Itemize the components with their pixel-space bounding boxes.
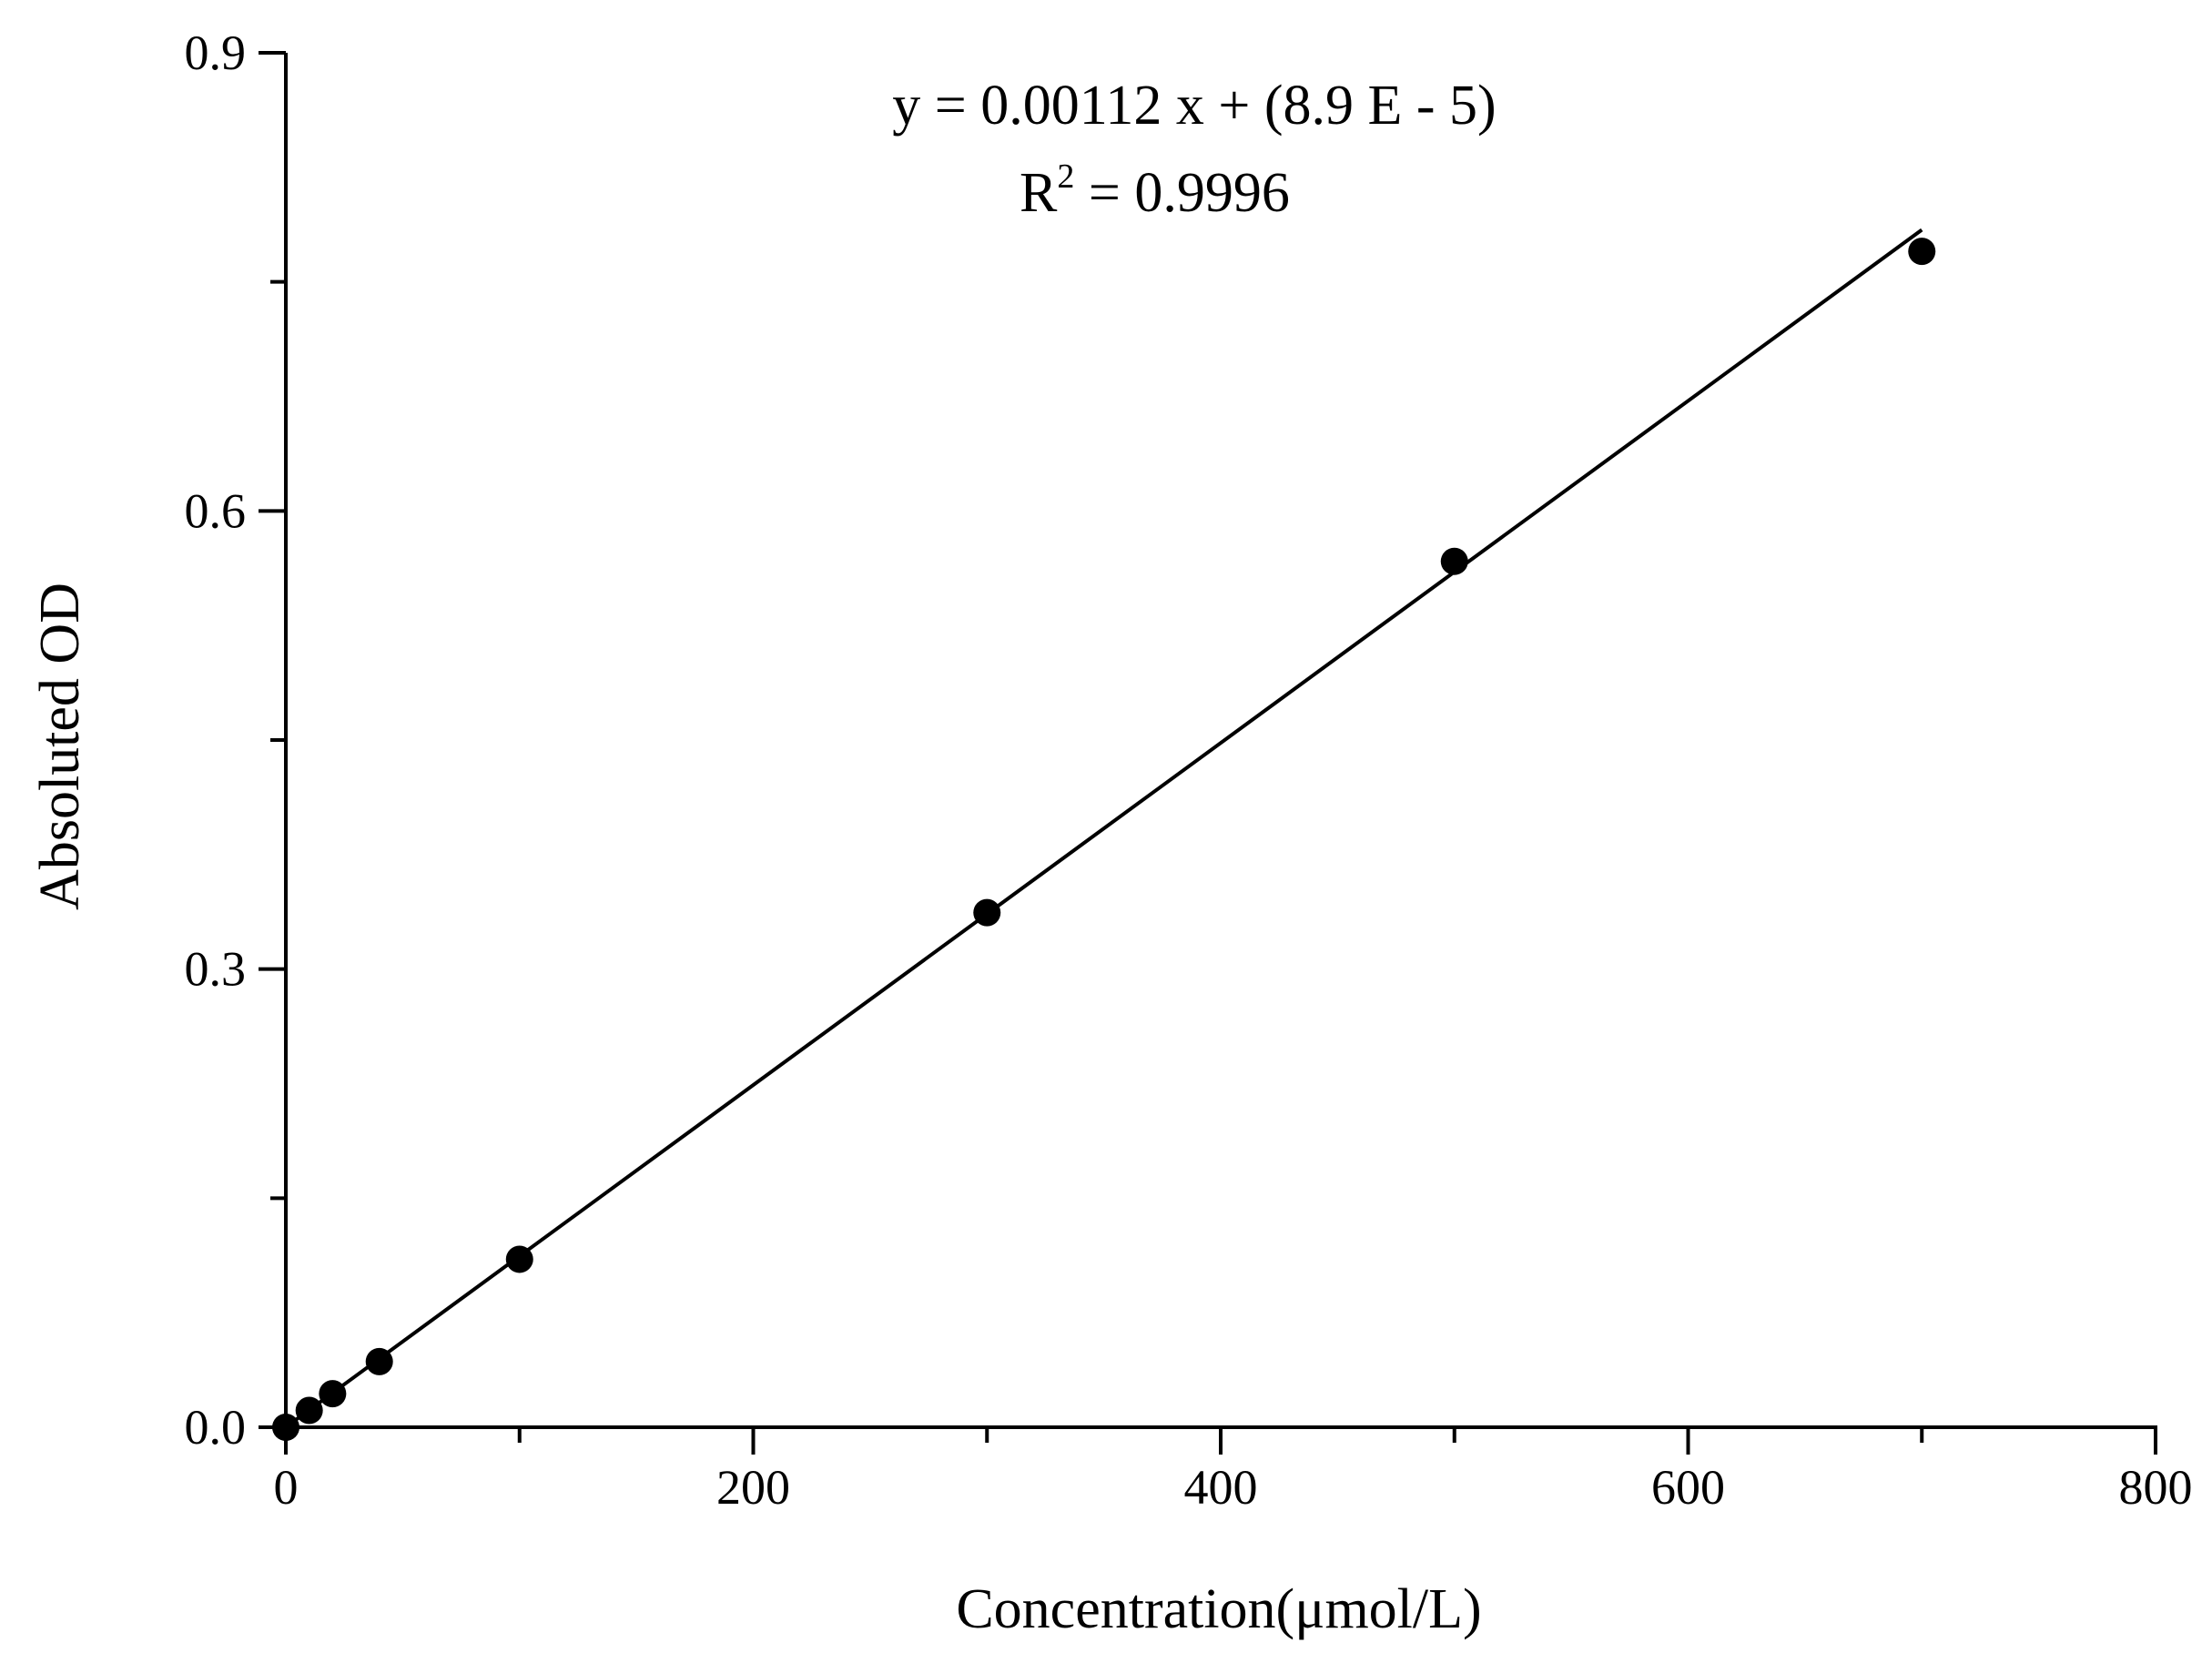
x-tick-label: 600 xyxy=(1651,1460,1725,1515)
linear-fit-line xyxy=(284,228,1923,1429)
data-point xyxy=(1440,547,1468,575)
x-axis-label: Concentration(μmol/L) xyxy=(956,1578,1481,1640)
y-axis-label: Absoluted OD xyxy=(29,583,91,910)
axis-labels: Concentration(μmol/L) Absoluted OD xyxy=(29,583,1482,1640)
r-squared-value: = 0.9996 xyxy=(1074,162,1289,224)
x-tick-label: 0 xyxy=(274,1460,299,1515)
y-tick-label: 0.3 xyxy=(185,942,247,997)
data-point xyxy=(973,898,1001,927)
data-points xyxy=(272,238,1936,1441)
y-tick-label: 0.9 xyxy=(185,25,247,80)
data-point xyxy=(319,1380,347,1408)
r-squared-prefix: R xyxy=(1020,162,1058,224)
data-point xyxy=(295,1396,323,1425)
r-squared-text: R2 = 0.9996 xyxy=(1020,157,1290,224)
data-point xyxy=(505,1245,533,1273)
x-tick-label: 400 xyxy=(1184,1460,1258,1515)
y-tick-label: 0.6 xyxy=(185,483,247,538)
x-tick-label: 800 xyxy=(2119,1460,2193,1515)
fit-annotation: y = 0.00112 x + (8.9 E - 5) R2 = 0.9996 xyxy=(892,75,1496,224)
axes: 0 200 400 600 800 0.0 0.3 0.6 0.9 xyxy=(185,25,2193,1515)
fit-equation-text: y = 0.00112 x + (8.9 E - 5) xyxy=(892,75,1496,137)
r-squared-superscript: 2 xyxy=(1057,157,1074,196)
data-point xyxy=(272,1414,299,1441)
x-tick-label: 200 xyxy=(716,1460,790,1515)
fit-line-layer xyxy=(284,228,1923,1429)
data-point xyxy=(1908,238,1936,266)
y-tick-label: 0.0 xyxy=(185,1400,247,1455)
data-point xyxy=(365,1347,393,1375)
